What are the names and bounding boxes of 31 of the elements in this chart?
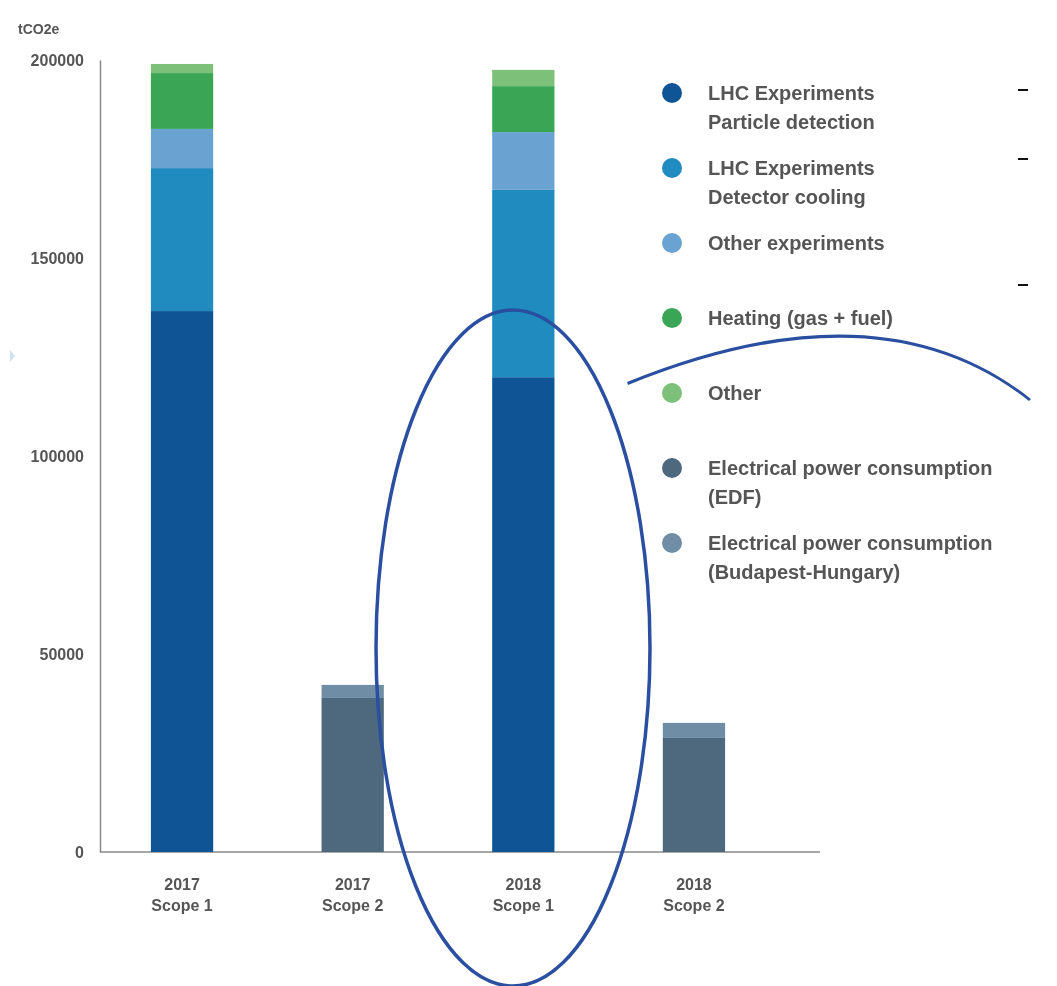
bar	[492, 377, 555, 852]
bar	[662, 737, 726, 852]
legend-label: Other experiments	[708, 232, 885, 254]
legend-label: LHC Experiments Particle detection	[708, 82, 875, 133]
x-tick-label: 2017 Scope 2	[322, 876, 384, 914]
x-tick-label: 2018 Scope 2	[663, 876, 725, 914]
bar	[150, 311, 214, 852]
legend-label: LHC Experiments Detector cooling	[708, 157, 875, 208]
bar	[150, 128, 214, 169]
legend-label: Electrical power consumption (Budapest-Hungary)	[708, 532, 993, 583]
x-tick-label: 2018 Scope 1	[492, 876, 555, 914]
legend-label: Heating (gas + fuel)	[708, 307, 894, 329]
bar	[150, 63, 214, 74]
bar	[492, 69, 555, 87]
y-tick-label: 100000	[30, 447, 85, 465]
bar	[492, 189, 555, 378]
bar	[150, 73, 214, 129]
y-axis-title: tCO2e	[18, 21, 60, 37]
bar	[321, 684, 384, 698]
bar	[492, 132, 555, 190]
x-tick-label: 2017 Scope 1	[151, 876, 213, 914]
y-tick-label: 0	[75, 843, 85, 861]
bar	[321, 697, 384, 852]
y-tick-label: 200000	[30, 51, 85, 69]
bar	[662, 722, 726, 738]
y-tick-label: 50000	[39, 645, 85, 663]
bar	[150, 168, 214, 312]
y-tick-label: 150000	[30, 249, 85, 267]
bar	[492, 86, 555, 133]
legend-label: Electrical power consumption (EDF)	[708, 457, 993, 508]
legend-label: Other	[708, 382, 762, 404]
